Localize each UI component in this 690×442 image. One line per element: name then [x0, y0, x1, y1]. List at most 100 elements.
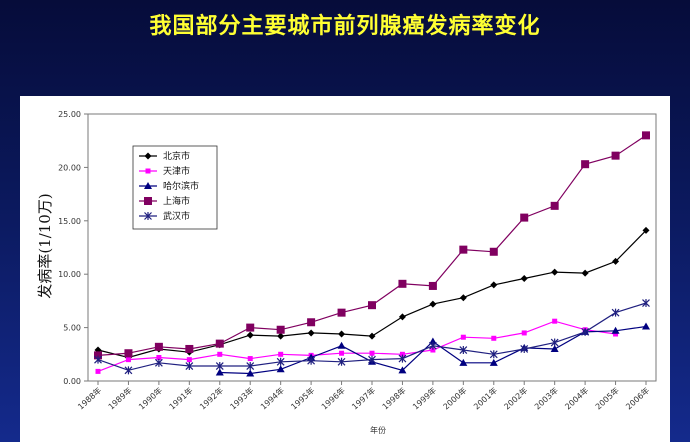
data-point — [398, 366, 407, 374]
legend-label: 天津市 — [163, 165, 190, 177]
x-tick-label: 1999年 — [410, 385, 438, 411]
data-point — [459, 245, 468, 254]
data-point — [124, 366, 133, 375]
series-5 — [94, 299, 650, 375]
data-point — [307, 329, 315, 337]
data-point — [491, 335, 497, 341]
data-point — [428, 281, 437, 290]
x-tick-label: 2000年 — [441, 385, 469, 411]
y-tick-label: 10.00 — [58, 270, 81, 279]
data-point — [429, 300, 437, 308]
data-point — [368, 355, 376, 364]
data-point — [339, 350, 345, 356]
data-point — [185, 344, 194, 353]
chart-panel: 0.00 5.00 10.00 15.00 20.00 25.00 1988年 1989年 1… — [20, 96, 670, 442]
data-point — [144, 152, 152, 160]
data-point — [277, 332, 285, 340]
x-tick-label: 2005年 — [593, 385, 621, 411]
slide-title: 我国部分主要城市前列腺癌发病率变化 — [149, 14, 541, 39]
data-point — [215, 368, 224, 376]
data-point — [145, 168, 151, 174]
data-point — [144, 197, 152, 205]
data-point — [611, 151, 620, 160]
data-point — [552, 318, 558, 324]
data-point — [246, 331, 254, 339]
data-point — [430, 347, 436, 353]
data-point — [338, 330, 346, 338]
data-point — [186, 357, 192, 363]
data-point — [520, 213, 529, 222]
data-point — [489, 247, 498, 256]
data-point — [368, 332, 376, 340]
data-point — [95, 368, 101, 374]
x-tick-label: 2006年 — [624, 385, 652, 411]
data-point — [642, 299, 650, 308]
data-point — [613, 331, 619, 337]
data-point — [612, 257, 620, 265]
data-point — [642, 131, 650, 140]
data-point — [307, 356, 316, 365]
legend-label: 哈尔滨市 — [163, 180, 199, 192]
data-point — [247, 356, 253, 362]
data-point — [428, 337, 437, 345]
data-point — [337, 341, 346, 349]
x-tick-label: 1998年 — [380, 385, 408, 411]
data-point — [459, 294, 467, 302]
y-axis-label: 发病率(1/10万) — [36, 193, 54, 298]
data-point — [369, 350, 375, 356]
data-point — [246, 323, 255, 332]
data-point — [520, 344, 529, 353]
data-point — [489, 358, 498, 366]
data-point — [337, 357, 346, 366]
data-point — [144, 182, 152, 189]
data-point — [611, 326, 620, 334]
x-tick-label: 2003年 — [532, 385, 560, 411]
x-tick-label: 1991年 — [167, 385, 195, 411]
data-point — [368, 301, 376, 310]
x-tick-label: 1990年 — [136, 385, 164, 411]
data-point — [459, 358, 468, 366]
x-tick-label: 2002年 — [502, 385, 530, 411]
x-tick-label: 1989年 — [106, 385, 134, 411]
data-point — [246, 369, 255, 377]
data-point — [217, 351, 223, 357]
x-tick-label: 1996年 — [319, 385, 347, 411]
data-point — [276, 365, 285, 373]
data-point — [215, 339, 224, 348]
x-tick-label: 1994年 — [258, 385, 286, 411]
data-point — [642, 226, 650, 234]
data-point — [521, 330, 527, 336]
data-point — [581, 327, 590, 336]
data-point — [94, 346, 102, 354]
y-tick-label: 5.00 — [63, 324, 81, 333]
data-point — [399, 351, 405, 357]
x-tick-label: 1993年 — [228, 385, 256, 411]
y-tick-label: 0.00 — [63, 377, 81, 386]
data-point — [156, 355, 162, 361]
data-point — [276, 325, 285, 334]
data-point — [154, 342, 163, 351]
y-tick-label: 25.00 — [58, 110, 81, 119]
x-axis-label: 年份 — [370, 425, 386, 435]
data-point — [337, 308, 346, 317]
data-point — [490, 281, 498, 289]
data-point — [460, 334, 466, 340]
data-point — [428, 341, 437, 350]
data-point — [125, 357, 131, 363]
data-point — [144, 212, 152, 220]
data-point — [581, 160, 590, 169]
data-point — [398, 279, 407, 288]
data-point — [520, 274, 528, 282]
data-point — [581, 269, 589, 277]
data-point — [551, 268, 559, 276]
x-tick-label: 1988年 — [76, 385, 104, 411]
data-point — [642, 322, 650, 330]
x-tick-label: 1997年 — [350, 385, 378, 411]
data-point — [278, 351, 284, 357]
data-point — [489, 350, 498, 359]
data-point — [94, 355, 102, 364]
data-point — [307, 318, 316, 327]
legend-label: 武汉市 — [163, 210, 190, 222]
data-point — [550, 338, 559, 347]
